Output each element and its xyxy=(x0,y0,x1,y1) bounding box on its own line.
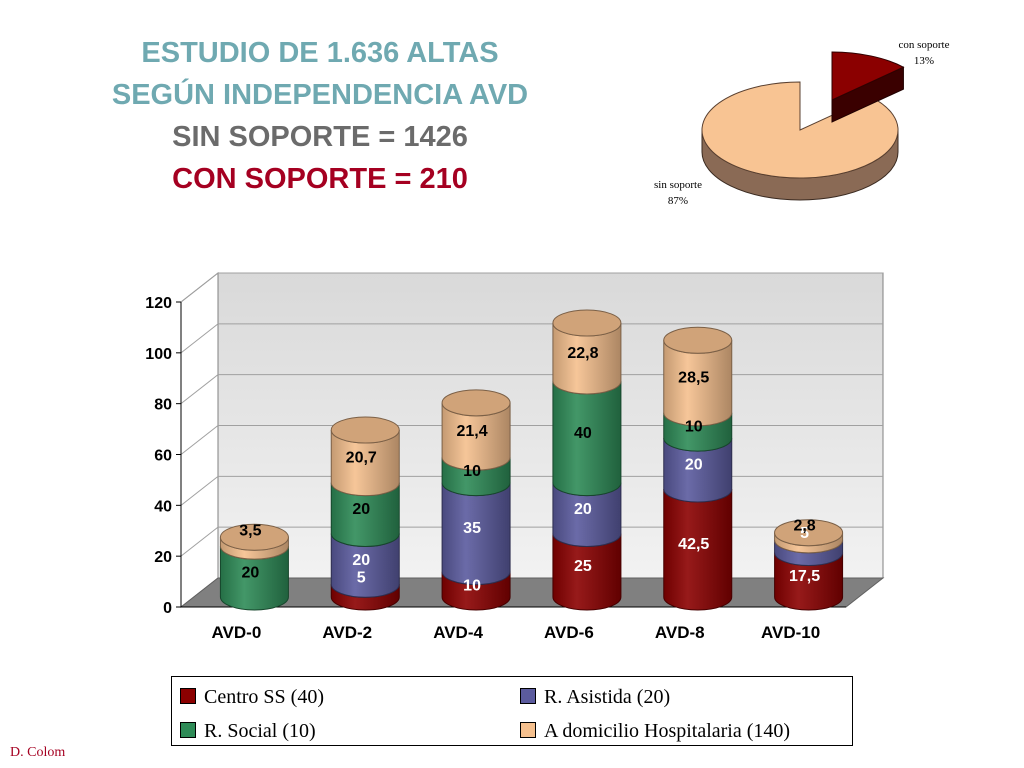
data-label: 21,4 xyxy=(457,423,488,440)
y-tick-label: 60 xyxy=(154,448,172,465)
pie-slice-sin-soporte xyxy=(701,81,899,179)
gridline-side xyxy=(180,323,219,354)
data-label: 28,5 xyxy=(678,370,709,387)
pie-slice-group-con-soporte xyxy=(831,51,905,123)
bar-top-cap xyxy=(219,523,289,551)
data-label: 40 xyxy=(574,425,592,442)
legend-item-r-social: R. Social (10) xyxy=(180,719,316,743)
y-tick-label: 40 xyxy=(154,498,172,515)
data-label: 5 xyxy=(357,569,366,586)
gridline-side xyxy=(180,425,219,455)
pie-percent-con-soporte: 13% xyxy=(914,55,934,67)
author-credit: D. Colom xyxy=(10,745,66,760)
y-tick-label: 0 xyxy=(163,600,172,617)
y-tick-label: 20 xyxy=(154,549,172,566)
data-label: 25 xyxy=(574,558,592,575)
data-label: 20 xyxy=(685,457,703,474)
gridline-side xyxy=(180,374,219,405)
x-tick-label: AVD-2 xyxy=(322,623,372,642)
data-label: 20 xyxy=(352,552,370,569)
title-line-3: SIN SOPORTE = 1426 xyxy=(172,121,468,153)
gridline-side xyxy=(180,272,219,303)
legend-swatch xyxy=(180,688,196,704)
data-label: 35 xyxy=(463,520,481,537)
pie-label-sin-soporte: sin soporte xyxy=(654,179,702,191)
legend-swatch xyxy=(520,688,536,704)
data-label: 17,5 xyxy=(789,568,820,585)
legend-item-domicilio: A domicilio Hospitalaria (140) xyxy=(520,719,790,743)
legend-label: R. Asistida (20) xyxy=(544,686,671,708)
x-tick-label: AVD-6 xyxy=(544,623,594,642)
gridline-side xyxy=(180,475,219,506)
bar-top-cap xyxy=(774,519,844,547)
data-label: 20,7 xyxy=(346,449,377,466)
y-tick-label: 120 xyxy=(145,295,172,312)
data-label: 2,8 xyxy=(793,518,815,535)
legend-label: A domicilio Hospitalaria (140) xyxy=(544,720,791,742)
data-label: 42,5 xyxy=(678,536,709,553)
data-label: 22,8 xyxy=(567,345,598,362)
legend-label: Centro SS (40) xyxy=(204,686,324,708)
legend-item-centro-ss: Centro SS (40) xyxy=(180,685,324,709)
x-tick-label: AVD-8 xyxy=(655,623,705,642)
x-tick-label: AVD-10 xyxy=(761,623,820,642)
legend-label: R. Social (10) xyxy=(204,720,316,742)
data-label: 20 xyxy=(242,565,260,582)
data-label: 3,5 xyxy=(239,522,261,539)
chart-legend: Centro SS (40) R. Asistida (20) R. Socia… xyxy=(171,676,853,746)
data-label: 10 xyxy=(463,577,481,594)
data-label: 20 xyxy=(352,501,370,518)
bar-top-cap xyxy=(663,326,733,354)
data-label: 10 xyxy=(685,418,703,435)
title-line-4: CON SOPORTE = 210 xyxy=(172,163,468,195)
pie-percent-sin-soporte: 87% xyxy=(668,195,688,207)
data-label: 5 xyxy=(800,525,809,542)
bar-top-cap xyxy=(441,389,511,417)
y-tick-label: 100 xyxy=(145,346,172,363)
title-line-2: SEGÚN INDEPENDENCIA AVD xyxy=(111,79,529,111)
bar-top-cap xyxy=(552,309,622,337)
legend-swatch xyxy=(180,722,196,738)
legend-swatch xyxy=(520,722,536,738)
title-line-1: ESTUDIO DE 1.636 ALTAS xyxy=(141,37,499,69)
pie-slice-con-soporte xyxy=(831,51,905,101)
slide-title: ESTUDIO DE 1.636 ALTAS SEGÚN INDEPENDENC… xyxy=(40,32,600,200)
y-tick-label: 80 xyxy=(154,397,172,414)
pie-label-con-soporte: con soporte xyxy=(898,39,949,51)
x-tick-label: AVD-4 xyxy=(433,623,483,642)
x-tick-label: AVD-0 xyxy=(212,623,262,642)
gridline-side xyxy=(180,526,219,557)
legend-item-r-asistida: R. Asistida (20) xyxy=(520,685,670,709)
bar-top-cap xyxy=(330,416,400,444)
data-label: 10 xyxy=(463,463,481,480)
data-label: 20 xyxy=(574,501,592,518)
